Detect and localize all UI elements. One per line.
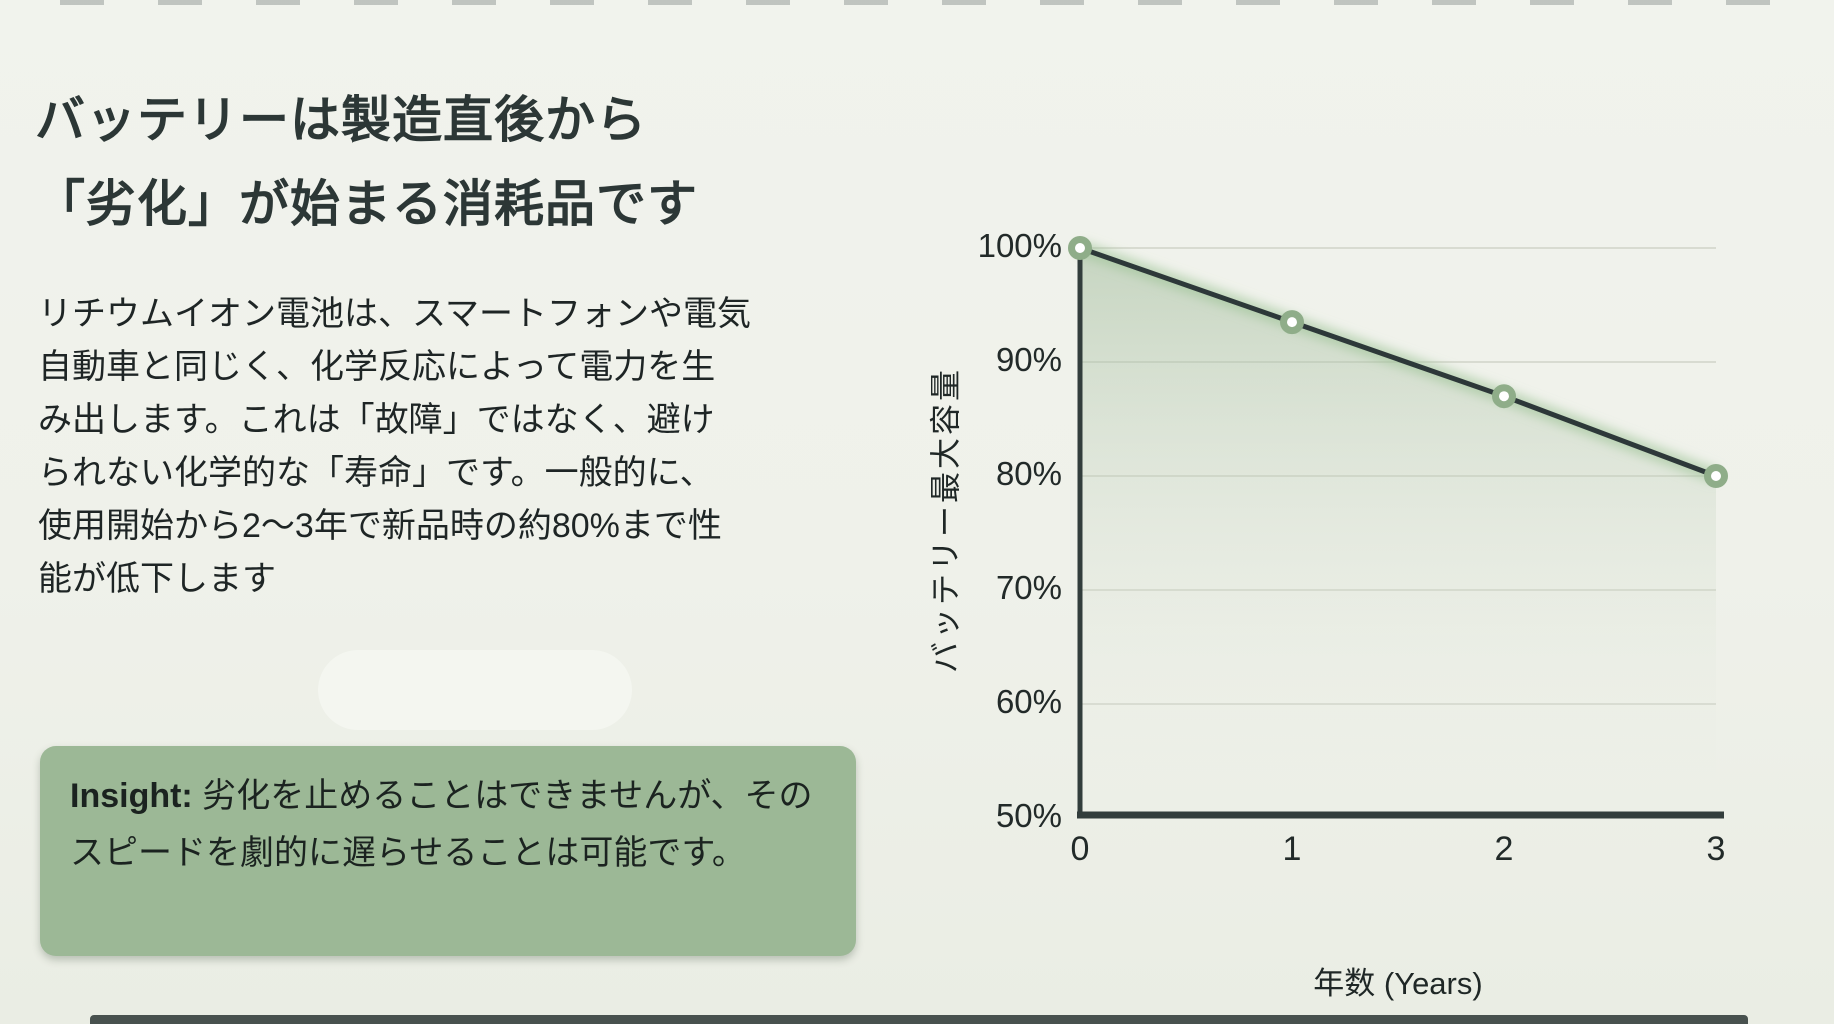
x-tick-label: 2: [1494, 830, 1514, 868]
cropped-text-edge-bottom: [90, 1015, 1748, 1024]
y-tick-label: 80%: [995, 455, 1062, 492]
insight-callout: Insight: 劣化を止めることはできませんが、そのスピードを劇的に遅らせるこ…: [40, 746, 856, 956]
body-line: リチウムイオン電池は、スマートフォンや電気: [38, 295, 751, 333]
y-tick-label: 100%: [977, 227, 1062, 264]
x-axis-title: 年数 (Years): [1313, 966, 1483, 1001]
body-line: られない化学的な「寿命」です。一般的に、: [38, 454, 714, 492]
body-line: 使用開始から2〜3年で新品時の約80%まで性: [38, 507, 722, 545]
y-tick-label: 90%: [995, 341, 1062, 378]
y-tick-label: 70%: [995, 569, 1062, 606]
y-tick-label: 60%: [995, 683, 1062, 720]
body-paragraph: リチウムイオン電池は、スマートフォンや電気 自動車と同じく、化学反応によって電力…: [38, 288, 778, 606]
body-line: 自動車と同じく、化学反応によって電力を生: [38, 348, 716, 386]
highlight-pill: [318, 650, 632, 730]
x-tick-label: 1: [1282, 830, 1302, 868]
x-tick-label: 0: [1070, 830, 1090, 868]
cropped-text-edge-top: [60, 0, 1774, 5]
body-line: 能が低下します: [38, 560, 276, 598]
insight-text: 劣化を止めることはできませんが、そのスピードを劇的に遅らせることは可能です。: [70, 777, 813, 872]
y-axis-title: バッテリー最大容量: [928, 367, 964, 673]
body-line: み出します。これは「故障」ではなく、避け: [38, 401, 715, 439]
page-title: バッテリーは製造直後から 「劣化」が始まる消耗品です: [35, 92, 698, 232]
chart-plot: [1068, 236, 1728, 819]
insight-label: Insight:: [70, 777, 193, 815]
y-tick-label: 50%: [995, 797, 1062, 834]
x-tick-label: 3: [1706, 830, 1726, 868]
